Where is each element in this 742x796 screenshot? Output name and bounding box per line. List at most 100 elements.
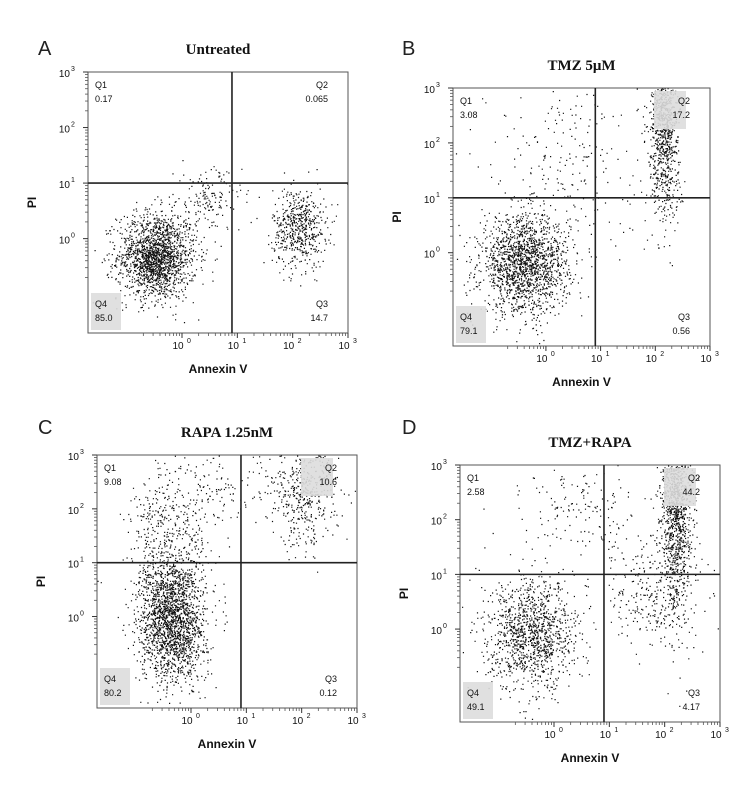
quadrant-q3: Q3 0.12: [319, 674, 337, 698]
quadrant-q1: Q1 2.58: [467, 473, 485, 497]
quadrant-percent: 85.0: [95, 313, 113, 323]
quadrant-label-box: [463, 682, 493, 719]
quadrant-percent: 79.1: [460, 326, 478, 336]
quadrant-label-box: [100, 668, 130, 705]
quadrant-percent: 0.12: [319, 688, 337, 698]
quadrant-q1: Q1 3.08: [460, 96, 478, 120]
quadrant-q4: Q4 85.0: [91, 293, 121, 330]
x-tick-label: 10: [591, 354, 603, 365]
quadrant-label-box: [456, 306, 486, 343]
quadrant-label-box: [654, 91, 686, 129]
y-tick-exponent: 0: [436, 247, 440, 254]
y-tick-exponent: 3: [443, 459, 447, 466]
quadrant-name: Q4: [95, 299, 107, 309]
event-dots: [92, 160, 348, 324]
y-tick-label: 10: [68, 614, 80, 625]
x-tick-label: 10: [338, 341, 350, 352]
x-tick-label: 10: [172, 341, 184, 352]
event-dots: [97, 455, 356, 704]
quadrant-label-box: [301, 458, 333, 496]
y-tick-exponent: 1: [80, 557, 84, 564]
y-tick-exponent: 2: [436, 137, 440, 144]
x-tick-exponent: 2: [298, 338, 302, 345]
event-points: [157, 160, 260, 243]
x-tick-exponent: 0: [559, 727, 563, 734]
event-points: [92, 179, 222, 324]
x-tick-exponent: 1: [242, 338, 246, 345]
event-points: [572, 515, 719, 665]
quadrant-name: Q3: [688, 688, 700, 698]
x-tick-exponent: 2: [660, 351, 664, 358]
y-tick-exponent: 2: [80, 503, 84, 510]
x-tick-exponent: 1: [251, 713, 255, 720]
quadrant-name: Q2: [688, 473, 700, 483]
x-tick-label: 10: [228, 341, 240, 352]
x-tick-exponent: 1: [614, 727, 618, 734]
y-tick-label: 10: [424, 140, 436, 151]
x-axis-label: Annexin V: [189, 362, 248, 376]
x-tick-exponent: 3: [725, 727, 729, 734]
panel-label: D: [402, 417, 416, 439]
x-tick-label: 10: [536, 354, 548, 365]
quadrant-name: Q4: [104, 674, 116, 684]
quadrant-q1: Q1 9.08: [104, 463, 122, 487]
quadrant-name: Q1: [460, 96, 472, 106]
plot-frame: [96, 454, 358, 709]
x-tick-exponent: 3: [715, 351, 719, 358]
y-axis-label: PI: [34, 576, 48, 587]
x-tick-exponent: 1: [606, 351, 610, 358]
quadrant-q4: Q4 79.1: [456, 306, 486, 343]
y-tick-exponent: 2: [71, 122, 75, 129]
y-tick-label: 10: [59, 180, 71, 191]
quadrant-percent: 2.58: [467, 487, 485, 497]
event-cluster-3: [572, 515, 719, 665]
quadrant-percent: 44.2: [682, 487, 700, 497]
x-tick-exponent: 0: [196, 713, 200, 720]
y-tick-label: 10: [431, 517, 443, 528]
panel-label: A: [38, 38, 52, 60]
panel-title: TMZ+RAPA: [548, 435, 631, 451]
quadrant-q4: Q4 80.2: [100, 668, 130, 705]
x-axis-label: Annexin V: [198, 737, 257, 751]
quadrant-name: Q2: [316, 80, 328, 90]
quadrant-percent: 9.08: [104, 477, 122, 487]
quadrant-name: Q1: [95, 80, 107, 90]
y-tick-exponent: 0: [443, 623, 447, 630]
x-tick-exponent: 2: [670, 727, 674, 734]
event-cluster-1: [92, 179, 222, 324]
y-tick-label: 10: [424, 250, 436, 261]
y-tick-label: 10: [68, 560, 80, 571]
quadrant-percent: 0.065: [305, 94, 328, 104]
event-cluster-2: [652, 465, 701, 707]
x-axis-label: Annexin V: [552, 375, 611, 389]
quadrant-percent: 0.17: [95, 94, 113, 104]
y-tick-exponent: 1: [71, 177, 75, 184]
quadrant-label-box: [664, 468, 696, 506]
panel-title: RAPA 1.25nM: [181, 425, 273, 441]
quadrant-name: Q1: [104, 463, 116, 473]
quadrant-percent: 0.56: [672, 326, 690, 336]
event-points: [652, 465, 701, 707]
y-tick-label: 10: [431, 571, 443, 582]
event-cluster-4: [483, 465, 665, 580]
y-tick-exponent: 0: [71, 233, 75, 240]
quadrant-q2: Q2 0.065: [305, 80, 328, 104]
quadrant-q2: Q2 44.2: [664, 468, 700, 506]
x-tick-label: 10: [292, 716, 304, 727]
y-tick-label: 10: [59, 69, 71, 80]
quadrant-name: Q3: [316, 299, 328, 309]
y-tick-exponent: 1: [436, 192, 440, 199]
quadrant-percent: 49.1: [467, 702, 485, 712]
event-cluster-3: [256, 169, 348, 287]
x-tick-label: 10: [237, 716, 249, 727]
quadrant-percent: 14.7: [310, 313, 328, 323]
plot-frame: [87, 71, 349, 334]
quadrant-percent: 3.08: [460, 110, 478, 120]
quadrant-q2: Q2 10.6: [301, 458, 337, 496]
event-dots: [462, 465, 719, 720]
event-cluster-2: [126, 222, 180, 298]
x-tick-exponent: 3: [362, 713, 366, 720]
